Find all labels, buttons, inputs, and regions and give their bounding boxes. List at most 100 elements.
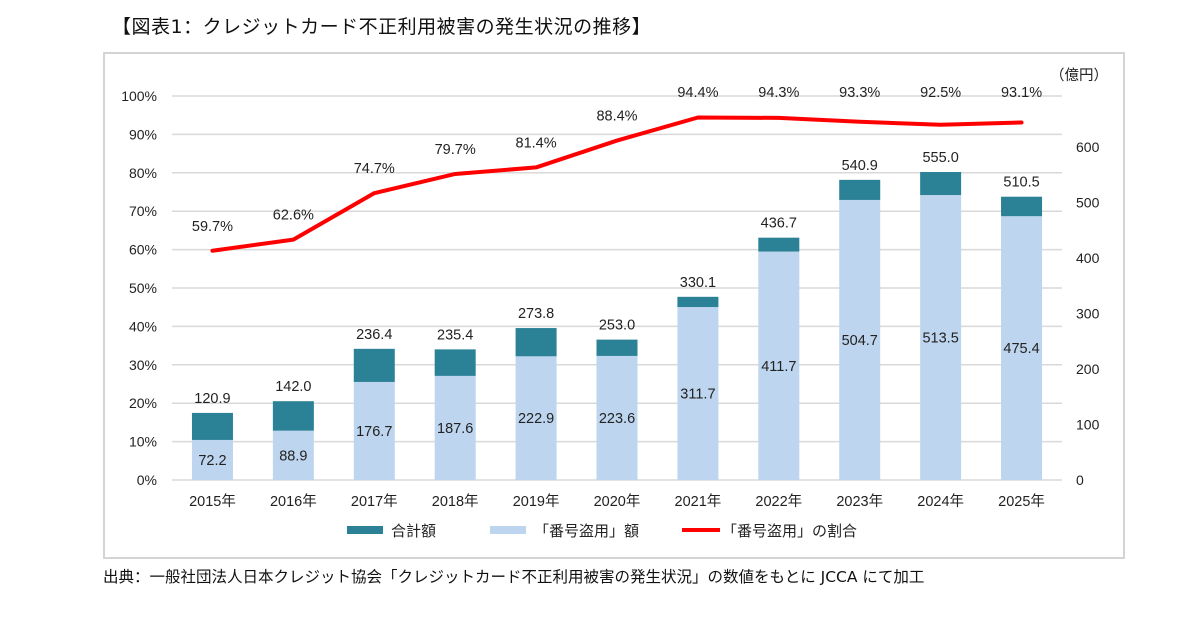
category-label: 2021年 — [675, 493, 722, 510]
left-axis: 0% 10% 20% 30% 40% 50% 60% 70% 80% 90% 100% — [121, 88, 157, 488]
right-axis: 0 100 200 300 400 500 600 — [1076, 139, 1100, 488]
legend-swatch — [490, 526, 526, 534]
total-label: 510.5 — [1003, 175, 1039, 191]
stolen-label: 187.6 — [437, 421, 473, 437]
total-label: 120.9 — [194, 391, 230, 407]
figure-title: 【図表1：クレジットカード不正利用被害の発生状況の推移】 — [112, 16, 652, 38]
ratio-line — [210, 115, 1024, 253]
ratio-label: 79.7% — [435, 142, 476, 158]
bar-total — [1001, 196, 1043, 217]
total-label: 273.8 — [518, 306, 554, 322]
left-tick-label: 100% — [121, 88, 157, 104]
bar-total — [758, 237, 800, 252]
bar-stolen — [839, 199, 881, 481]
stolen-label: 176.7 — [356, 424, 392, 440]
bar-total — [677, 296, 719, 308]
left-tick-label: 40% — [129, 318, 157, 334]
ratio-label: 93.3% — [839, 85, 880, 101]
bar-total — [353, 348, 395, 382]
total-label: 142.0 — [275, 379, 311, 395]
right-tick-label: 400 — [1076, 250, 1100, 266]
total-label: 330.1 — [680, 275, 716, 291]
ratio-label: 74.7% — [354, 161, 395, 177]
bar-stolen — [677, 307, 719, 480]
right-tick-label: 100 — [1076, 417, 1100, 433]
stolen-label: 223.6 — [599, 411, 635, 427]
legend-swatch — [347, 526, 383, 534]
bar-total — [596, 339, 638, 356]
category-label: 2022年 — [755, 493, 802, 510]
right-tick-label: 200 — [1076, 361, 1100, 377]
ratio-label: 88.4% — [596, 109, 637, 125]
bar-total — [839, 179, 881, 200]
ratio-label: 92.5% — [920, 85, 961, 101]
data-labels: 120.9 72.2 142.0 88.9 236.4 176.7 235.4 187.6 27… — [192, 85, 1042, 469]
stolen-label: 411.7 — [761, 359, 796, 375]
bar-stolen — [191, 439, 233, 480]
bar-stolen — [434, 375, 476, 480]
right-tick-label: 0 — [1076, 472, 1084, 488]
category-label: 2016年 — [270, 493, 317, 510]
legend-item: 「番号盗用」の割合 — [682, 522, 857, 540]
legend: 合計額 「番号盗用」額 「番号盗用」の割合 — [347, 522, 857, 540]
bars — [191, 172, 1043, 481]
ratio-label: 62.6% — [273, 208, 314, 224]
legend-item: 「番号盗用」額 — [490, 522, 639, 540]
ratio-polyline — [210, 115, 1024, 253]
left-tick-label: 20% — [129, 395, 157, 411]
left-tick-label: 10% — [129, 434, 157, 450]
bar-stolen — [596, 355, 638, 480]
category-label: 2023年 — [836, 493, 883, 510]
total-label: 436.7 — [761, 216, 797, 232]
left-tick-label: 30% — [129, 357, 157, 373]
total-label: 555.0 — [922, 150, 958, 166]
bar-total — [272, 401, 314, 431]
left-tick-label: 50% — [129, 280, 157, 296]
bar-total — [515, 328, 557, 357]
bar-stolen — [515, 356, 557, 480]
stolen-label: 222.9 — [518, 411, 554, 427]
bar-stolen — [1001, 216, 1043, 480]
ratio-label: 94.3% — [758, 85, 799, 101]
source-note: 出典：一般社団法人日本クレジット協会「クレジットカード不正利用被害の発生状況」の… — [103, 568, 925, 586]
bar-total — [434, 349, 476, 376]
category-label: 2018年 — [432, 493, 479, 510]
stolen-label: 504.7 — [842, 333, 878, 349]
gridlines — [172, 95, 1062, 481]
bar-total — [920, 172, 962, 196]
legend-item: 合計額 — [347, 522, 436, 540]
stolen-label: 88.9 — [279, 448, 307, 464]
category-label: 2017年 — [351, 493, 398, 510]
ratio-label: 93.1% — [1001, 85, 1042, 101]
stolen-label: 72.2 — [198, 453, 226, 469]
left-tick-label: 80% — [129, 165, 157, 181]
category-label: 2025年 — [998, 493, 1045, 510]
bar-stolen — [353, 381, 395, 480]
legend-label: 「番号盗用」額 — [534, 522, 639, 540]
x-axis-categories: 2015年 2016年 2017年 2018年 2019年 2020年 2021年 2022年… — [189, 493, 1045, 510]
bar-stolen — [272, 430, 314, 480]
right-axis-unit-label: （億円） — [1050, 67, 1108, 84]
category-label: 2015年 — [189, 493, 236, 510]
left-tick-label: 90% — [129, 126, 157, 142]
total-label: 235.4 — [437, 327, 473, 343]
legend-label: 「番号盗用」の割合 — [722, 522, 857, 540]
bar-total — [191, 412, 233, 440]
total-label: 540.9 — [842, 158, 878, 174]
right-tick-label: 300 — [1076, 306, 1100, 322]
total-label: 253.0 — [599, 318, 635, 334]
total-label: 236.4 — [356, 327, 392, 343]
bar-stolen — [758, 251, 800, 480]
category-label: 2020年 — [594, 493, 641, 510]
stolen-label: 513.5 — [922, 331, 958, 347]
legend-label: 合計額 — [391, 522, 436, 540]
left-tick-label: 0% — [137, 472, 157, 488]
left-tick-label: 70% — [129, 203, 157, 219]
ratio-label: 81.4% — [516, 135, 557, 151]
category-label: 2019年 — [513, 493, 560, 510]
bar-stolen — [920, 195, 962, 481]
stolen-label: 475.4 — [1003, 341, 1039, 357]
right-tick-label: 500 — [1076, 195, 1100, 211]
ratio-label: 94.4% — [677, 85, 718, 101]
